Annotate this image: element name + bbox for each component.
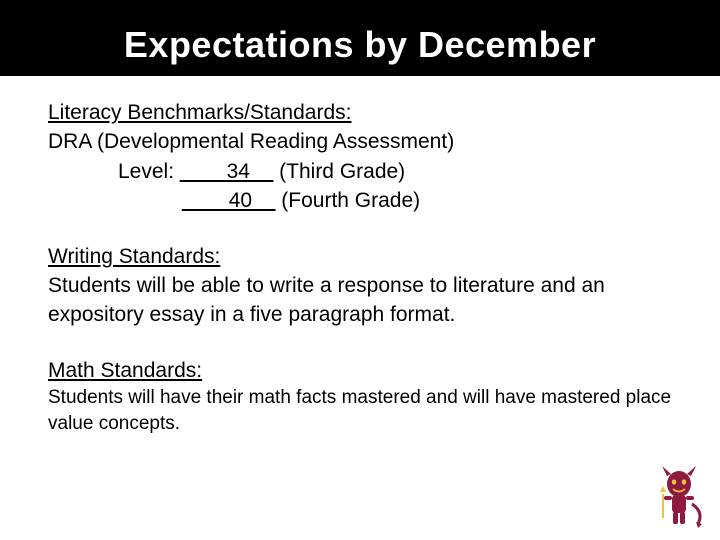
math-body: Students will have their math facts mast… bbox=[48, 385, 672, 436]
math-section: Math Standards: Students will have their… bbox=[48, 356, 672, 437]
dra-fourth-value: ____40__ bbox=[182, 189, 275, 212]
content-region: Literacy Benchmarks/Standards: DRA (Deve… bbox=[0, 76, 720, 436]
literacy-heading: Literacy Benchmarks/Standards: bbox=[48, 98, 672, 127]
title-band: Expectations by December bbox=[0, 0, 720, 76]
math-heading: Math Standards: bbox=[48, 356, 672, 385]
dra-third-value: ____34__ bbox=[180, 160, 273, 183]
literacy-section: Literacy Benchmarks/Standards: DRA (Deve… bbox=[48, 98, 672, 216]
devil-mascot-icon bbox=[652, 464, 706, 530]
writing-section: Writing Standards: Students will be able… bbox=[48, 242, 672, 330]
dra-fourth-label: (Fourth Grade) bbox=[275, 189, 420, 212]
dra-third-label: (Third Grade) bbox=[273, 160, 405, 183]
dra-level-fourth: ____40__ (Fourth Grade) bbox=[48, 186, 672, 215]
writing-body: Students will be able to write a respons… bbox=[48, 271, 672, 330]
page-title: Expectations by December bbox=[0, 24, 720, 66]
dra-label: DRA (Developmental Reading Assessment) bbox=[48, 127, 672, 156]
writing-heading: Writing Standards: bbox=[48, 242, 672, 271]
dra-level-third: Level: ____34__ (Third Grade) bbox=[48, 157, 672, 186]
level-prefix: Level: bbox=[118, 160, 180, 183]
